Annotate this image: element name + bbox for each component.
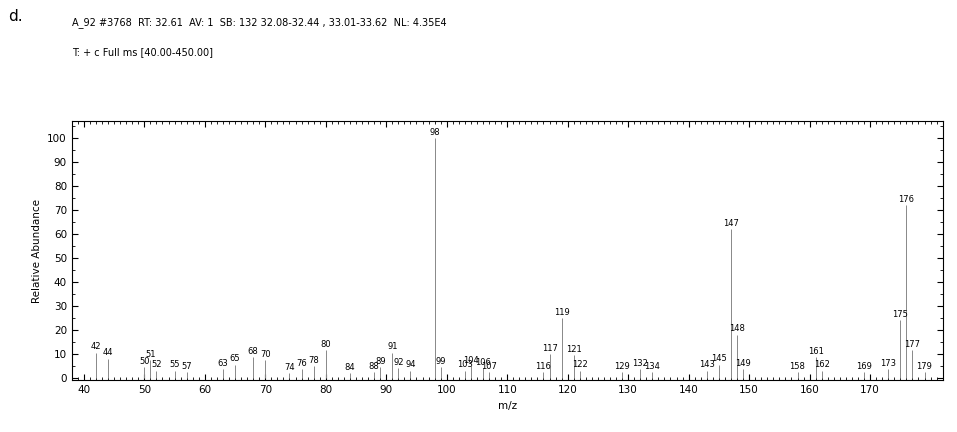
- Text: 121: 121: [566, 345, 582, 354]
- Text: A_92 #3768  RT: 32.61  AV: 1  SB: 132 32.08-32.44 , 33.01-33.62  NL: 4.35E4: A_92 #3768 RT: 32.61 AV: 1 SB: 132 32.08…: [72, 17, 446, 28]
- Text: 122: 122: [572, 360, 588, 369]
- Text: 158: 158: [790, 362, 806, 371]
- Text: 94: 94: [405, 360, 415, 369]
- Text: 57: 57: [182, 362, 192, 371]
- Text: 51: 51: [145, 349, 156, 359]
- Text: 145: 145: [711, 354, 726, 363]
- Text: 55: 55: [169, 360, 180, 369]
- Text: 117: 117: [542, 343, 558, 353]
- Text: 98: 98: [430, 127, 440, 137]
- Text: 80: 80: [321, 340, 331, 349]
- Text: 99: 99: [435, 357, 446, 366]
- Text: 176: 176: [899, 195, 914, 204]
- Text: 68: 68: [248, 347, 258, 356]
- Text: T: + c Full ms [40.00-450.00]: T: + c Full ms [40.00-450.00]: [72, 48, 212, 57]
- Text: 42: 42: [91, 342, 101, 351]
- Text: 70: 70: [260, 349, 271, 359]
- Text: 76: 76: [297, 359, 307, 368]
- X-axis label: m/z: m/z: [498, 400, 517, 410]
- Text: 162: 162: [813, 360, 830, 369]
- Text: 129: 129: [614, 362, 630, 371]
- Text: 65: 65: [230, 354, 240, 363]
- Text: 74: 74: [284, 363, 295, 372]
- Y-axis label: Relative Abundance: Relative Abundance: [32, 199, 42, 302]
- Text: 106: 106: [475, 358, 491, 367]
- Text: 50: 50: [139, 357, 149, 366]
- Text: 89: 89: [375, 357, 386, 366]
- Text: 179: 179: [917, 362, 932, 371]
- Text: 147: 147: [723, 219, 739, 228]
- Text: 116: 116: [536, 362, 551, 371]
- Text: 119: 119: [554, 308, 569, 317]
- Text: 52: 52: [151, 360, 162, 369]
- Text: 177: 177: [904, 340, 921, 349]
- Text: 149: 149: [735, 359, 751, 368]
- Text: 84: 84: [345, 363, 355, 372]
- Text: d.: d.: [8, 9, 22, 24]
- Text: 88: 88: [368, 362, 380, 371]
- Text: 161: 161: [808, 347, 824, 356]
- Text: 132: 132: [633, 359, 648, 368]
- Text: 169: 169: [857, 362, 872, 371]
- Text: 92: 92: [393, 358, 404, 367]
- Text: 44: 44: [102, 348, 113, 357]
- Text: 175: 175: [892, 310, 908, 319]
- Text: 63: 63: [217, 359, 229, 368]
- Text: 107: 107: [481, 362, 497, 371]
- Text: 143: 143: [699, 360, 715, 369]
- Text: 78: 78: [308, 356, 319, 365]
- Text: 103: 103: [456, 360, 473, 369]
- Text: 91: 91: [387, 342, 397, 351]
- Text: 104: 104: [463, 356, 478, 365]
- Text: 134: 134: [644, 362, 660, 371]
- Text: 148: 148: [729, 324, 745, 334]
- Text: 173: 173: [880, 359, 896, 368]
